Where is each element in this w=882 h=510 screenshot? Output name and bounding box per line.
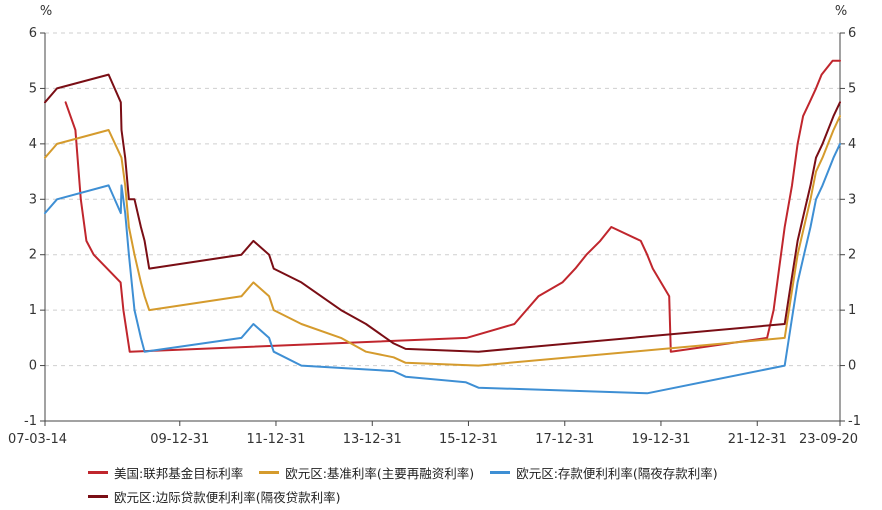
y-unit-left: % <box>40 4 52 19</box>
x-tick-label: 13-12-31 <box>343 432 402 447</box>
series-line-0 <box>64 59 841 353</box>
x-tick-label: 21-12-31 <box>728 432 787 447</box>
y-tick-label-right: -1 <box>848 414 861 429</box>
y-tick-label-right: 4 <box>848 137 856 152</box>
legend: 美国:联邦基金目标利率 欧元区:基准利率(主要再融资利率) 欧元区:存款便利利率… <box>88 460 868 508</box>
legend-swatch-ecb-deposit <box>490 470 511 474</box>
x-tick-label: 09-12-31 <box>150 432 209 447</box>
legend-label-ecb-deposit: 欧元区:存款便利利率(隔夜存款利率) <box>516 465 718 481</box>
y-tick-label-right: 3 <box>848 192 856 207</box>
x-tick-label: 07-03-14 <box>8 432 67 447</box>
y-tick-label-right: 2 <box>848 248 856 263</box>
legend-item-ecb-main: 欧元区:基准利率(主要再融资利率) <box>259 463 474 482</box>
series-line-2 <box>44 142 841 395</box>
gridlines <box>45 32 840 367</box>
y-tick-label-left: 3 <box>29 192 37 207</box>
y-tick-label-left: 2 <box>29 248 37 263</box>
y-tick-label-right: 1 <box>848 303 856 318</box>
legend-swatch-ecb-marginal <box>88 494 108 498</box>
series-line-1 <box>44 115 841 367</box>
legend-item-ecb-marginal: 欧元区:边际贷款便利利率(隔夜贷款利率) <box>88 487 340 506</box>
x-tick-label: 11-12-31 <box>246 432 305 447</box>
y-tick-label-left: 1 <box>29 303 37 318</box>
series-lines <box>44 59 841 395</box>
y-tick-label-right: 0 <box>848 359 856 374</box>
legend-swatch-fed <box>88 470 108 474</box>
legend-label-fed: 美国:联邦基金目标利率 <box>114 465 244 481</box>
line-chart: % % -1 -1 0 0 1 1 2 2 3 3 4 4 5 5 6 6 07-03-14 09-12-31 11… <box>8 4 861 447</box>
legend-label-ecb-main: 欧元区:基准利率(主要再融资利率) <box>285 465 475 481</box>
y-unit-right: % <box>835 4 847 19</box>
x-tick-label: 23-09-20 <box>799 432 858 447</box>
legend-label-ecb-marginal: 欧元区:边际贷款便利利率(隔夜贷款利率) <box>114 489 341 505</box>
x-tick-label: 19-12-31 <box>631 432 690 447</box>
legend-swatch-ecb-main <box>259 470 280 474</box>
y-tick-label-left: 0 <box>29 359 37 374</box>
y-tick-label-right: 6 <box>848 26 856 41</box>
series-line-3 <box>44 73 841 353</box>
y-tick-label-left: 4 <box>29 137 37 152</box>
y-tick-label-left: 5 <box>29 81 37 96</box>
y-tick-label-left: -1 <box>24 414 37 429</box>
legend-item-fed: 美国:联邦基金目标利率 <box>88 463 243 482</box>
legend-row-1: 美国:联邦基金目标利率 欧元区:基准利率(主要再融资利率) 欧元区:存款便利利率… <box>88 460 868 484</box>
y-tick-label-left: 6 <box>29 26 37 41</box>
x-tick-label: 15-12-31 <box>439 432 498 447</box>
x-tick-label: 17-12-31 <box>535 432 594 447</box>
axes: -1 -1 0 0 1 1 2 2 3 3 4 4 5 5 6 6 07-03-14 09-12-31 11-12-… <box>8 26 861 447</box>
y-tick-label-right: 5 <box>848 81 856 96</box>
legend-item-ecb-deposit: 欧元区:存款便利利率(隔夜存款利率) <box>490 463 718 482</box>
legend-row-2: 欧元区:边际贷款便利利率(隔夜贷款利率) <box>88 484 868 508</box>
